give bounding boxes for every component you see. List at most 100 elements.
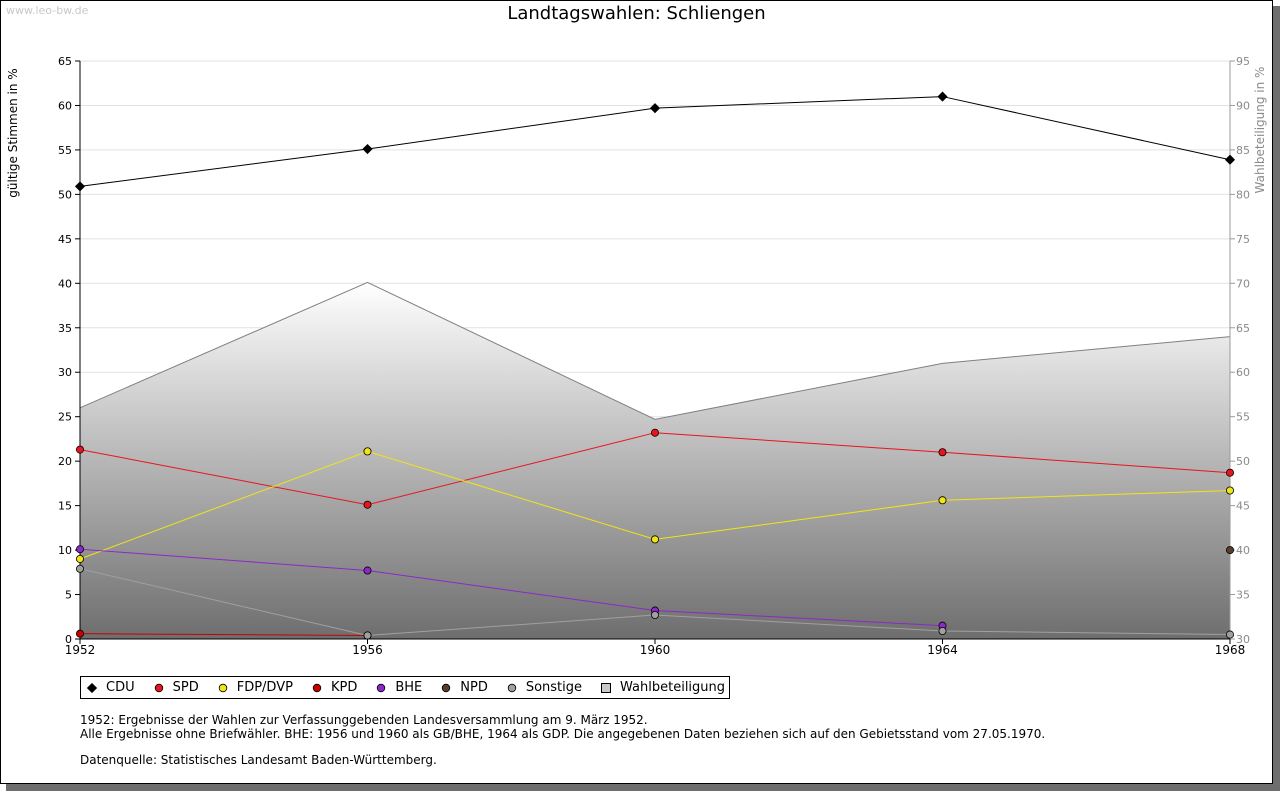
watermark: www.leo-bw.de (6, 4, 89, 17)
data-point-fdp-dvp (1226, 486, 1235, 495)
data-point-spd (363, 500, 372, 509)
legend-marker-npd (441, 683, 451, 693)
chart-title: Landtagswahlen: Schliengen (507, 3, 766, 24)
turnout-area (79, 281, 1231, 639)
legend-marker-sonstige (507, 683, 517, 693)
x-tick-label: 1952 (65, 643, 96, 657)
data-point-sonstige (938, 626, 947, 635)
x-tick-label: 1968 (1215, 643, 1246, 657)
legend-label-wahlbeteiligung: Wahlbeteiligung (620, 680, 726, 695)
data-point-cdu (649, 103, 661, 114)
data-point-sonstige (363, 631, 372, 640)
y-tick-label: 15 (58, 500, 72, 513)
y-tick-label: 25 (58, 411, 72, 424)
y2-tick-label: 55 (1236, 411, 1250, 424)
legend-item-wahlbeteiligung: Wahlbeteiligung (601, 680, 725, 695)
data-point-fdp-dvp (363, 447, 372, 456)
legend-label-spd: SPD (172, 680, 199, 695)
y-tick-label: 35 (58, 322, 72, 335)
series-markers (74, 91, 1236, 640)
y-tick-label: 60 (58, 99, 72, 112)
y2-tick-label: 60 (1236, 366, 1250, 379)
x-tick-label: 1964 (927, 643, 958, 657)
data-source-note: Datenquelle: Statistisches Landesamt Bad… (80, 753, 437, 767)
legend-marker-fdp-dvp (218, 683, 227, 693)
data-point-spd (1226, 468, 1235, 477)
y2-tick-label: 50 (1236, 455, 1250, 468)
legend-item-fdp-dvp: FDP/DVP (218, 680, 293, 695)
y2-tick-label: 95 (1236, 55, 1250, 68)
y-tick-label: 50 (58, 188, 72, 201)
legend-item-kpd: KPD (312, 680, 357, 695)
y-tick-label: 0 (65, 633, 72, 646)
y2-tick-label: 30 (1236, 633, 1250, 646)
chart-notes: 1952: Ergebnisse der Wahlen zur Verfassu… (80, 713, 1045, 767)
y2-axis-title: Wahlbeteiligung in % (1253, 67, 1267, 194)
note-line-1: 1952: Ergebnisse der Wahlen zur Verfassu… (80, 713, 648, 727)
frame-shadow-bottom (6, 784, 1280, 791)
data-point-cdu (74, 181, 86, 192)
y2-tick-label: 75 (1236, 233, 1250, 246)
legend-label-cdu: CDU (106, 680, 135, 695)
data-point-sonstige (651, 610, 660, 619)
y-tick-label: 10 (58, 544, 72, 557)
turnout-area-fill (80, 282, 1230, 639)
data-point-sonstige (1226, 630, 1235, 639)
frame-shadow-right (1273, 6, 1280, 791)
legend-item-npd: NPD (441, 680, 488, 695)
data-point-cdu (1224, 154, 1236, 165)
data-point-fdp-dvp (76, 554, 85, 563)
y-tick-label: 40 (58, 277, 72, 290)
legend-label-sonstige: Sonstige (525, 680, 583, 695)
legend-label-bhe: BHE (395, 680, 423, 695)
y2-tick-label: 70 (1236, 277, 1250, 290)
data-point-npd (1226, 546, 1235, 555)
series-line-kpd (79, 633, 368, 636)
data-point-spd (651, 428, 660, 437)
y2-tick-label: 65 (1236, 322, 1250, 335)
data-point-spd (938, 448, 947, 457)
data-point-kpd (76, 629, 85, 638)
legend-label-kpd: KPD (330, 680, 358, 695)
y-tick-label: 30 (58, 366, 72, 379)
y-tick-label: 5 (65, 589, 72, 602)
y-tick-label: 45 (58, 233, 72, 246)
data-point-cdu (362, 143, 373, 155)
y-tick-label: 65 (58, 55, 72, 68)
legend-marker-wahlbeteiligung (601, 683, 612, 693)
data-point-fdp-dvp (651, 535, 660, 544)
legend-item-sonstige: Sonstige (507, 680, 582, 695)
y2-tick-label: 90 (1236, 99, 1250, 112)
data-point-bhe (363, 566, 372, 575)
axis-labels: 0 5 10 15 20 25 30 35 40 45 50 55 60 65 30 35 40 45 50 55 60… (6, 55, 1267, 657)
legend-label-fdp-dvp: FDP/DVP (236, 680, 293, 695)
x-tick-label: 1960 (640, 643, 671, 657)
legend-item-spd: SPD (154, 680, 199, 695)
data-point-cdu (937, 91, 948, 102)
y2-tick-label: 85 (1236, 144, 1250, 157)
y2-tick-label: 35 (1236, 589, 1250, 602)
y-tick-label: 20 (58, 455, 72, 468)
data-point-spd (76, 445, 85, 454)
data-point-sonstige (76, 564, 85, 573)
legend-marker-bhe (376, 683, 386, 693)
note-line-2: Alle Ergebnisse ohne Briefwähler. BHE: 1… (80, 727, 1046, 741)
chart-legend: CDU SPD FDP/DVP KPD BHE NPD Sonstige Wahlbeteil… (80, 676, 731, 699)
series-line-bhe (79, 548, 943, 627)
y2-tick-label: 80 (1236, 188, 1250, 201)
turnout-area-outline (79, 281, 1231, 420)
legend-marker-kpd (312, 683, 322, 693)
data-point-bhe (76, 545, 85, 554)
legend-marker-cdu (87, 683, 97, 693)
y2-tick-label: 45 (1236, 500, 1250, 513)
x-tick-label: 1956 (352, 643, 383, 657)
y-tick-label: 55 (58, 144, 72, 157)
legend-item-cdu: CDU (87, 680, 135, 695)
legend-item-bhe: BHE (376, 680, 422, 695)
data-point-fdp-dvp (938, 496, 947, 505)
y-axis-title: gültige Stimmen in % (6, 68, 20, 197)
legend-marker-spd (154, 683, 163, 693)
legend-label-npd: NPD (460, 680, 488, 695)
y2-tick-label: 40 (1236, 544, 1250, 557)
